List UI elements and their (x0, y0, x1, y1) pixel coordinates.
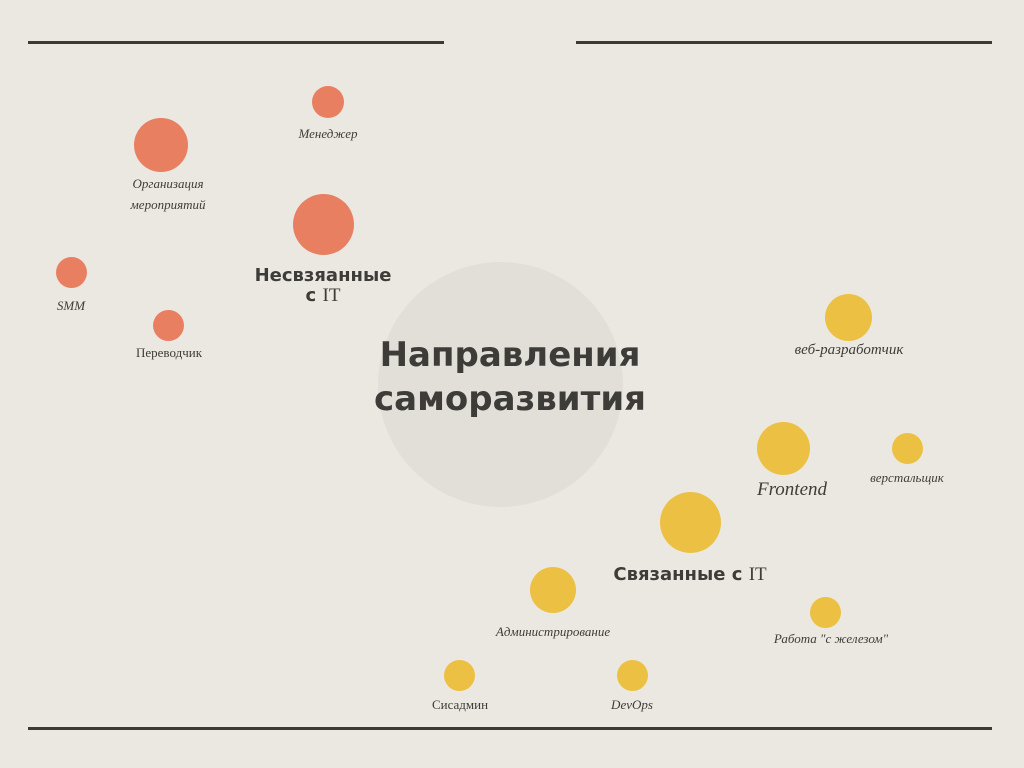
events-label-line1: Организация (132, 176, 204, 191)
related-heading-it: IT (748, 564, 767, 585)
unrelated-heading: Несвзяанные с IT (255, 266, 392, 306)
manager-node (312, 86, 344, 118)
bottom-divider (28, 727, 992, 730)
frontend-node (757, 422, 810, 475)
unrelated-hub-node (293, 194, 354, 255)
center-circle (378, 262, 623, 507)
frontend-label: Frontend (756, 479, 828, 500)
devops-label: DevOps (611, 697, 653, 712)
layout-label: верстальщик (870, 470, 944, 485)
hardware-label: Работа "с железом" (773, 631, 889, 646)
manager-label: Менеджер (298, 126, 358, 141)
unrelated-heading-c: с (305, 285, 317, 306)
unrelated-heading-line2: с IT (255, 286, 392, 306)
translator-label: Переводчик (135, 345, 203, 360)
web-dev-node (825, 294, 872, 341)
events-label-line2: мероприятий (130, 197, 206, 212)
events-node (134, 118, 188, 172)
hardware-node (810, 597, 841, 628)
center-title: Направления саморазвития (374, 333, 646, 421)
unrelated-heading-line1: Несвзяанные (254, 265, 392, 286)
center-title-line1: Направления (379, 335, 641, 375)
sysadmin-node (444, 660, 475, 691)
related-heading-text: Связанные с (613, 564, 743, 585)
events-label: Организация мероприятий (131, 173, 206, 215)
smm-node (56, 257, 87, 288)
sysadmin-label: Сисадмин (431, 697, 489, 712)
admin-label: Администрирование (495, 624, 611, 639)
top-right-divider (576, 41, 992, 44)
web-dev-label: веб-разработчик (794, 342, 904, 358)
center-title-line2: саморазвития (374, 379, 646, 419)
top-left-divider (28, 41, 444, 44)
smm-label: SMM (56, 298, 86, 313)
layout-node (892, 433, 923, 464)
unrelated-heading-it: IT (322, 285, 341, 306)
translator-node (153, 310, 184, 341)
related-hub-node (660, 492, 721, 553)
devops-node (617, 660, 648, 691)
related-heading: Связанные с IT (613, 565, 766, 585)
admin-node (530, 567, 576, 613)
